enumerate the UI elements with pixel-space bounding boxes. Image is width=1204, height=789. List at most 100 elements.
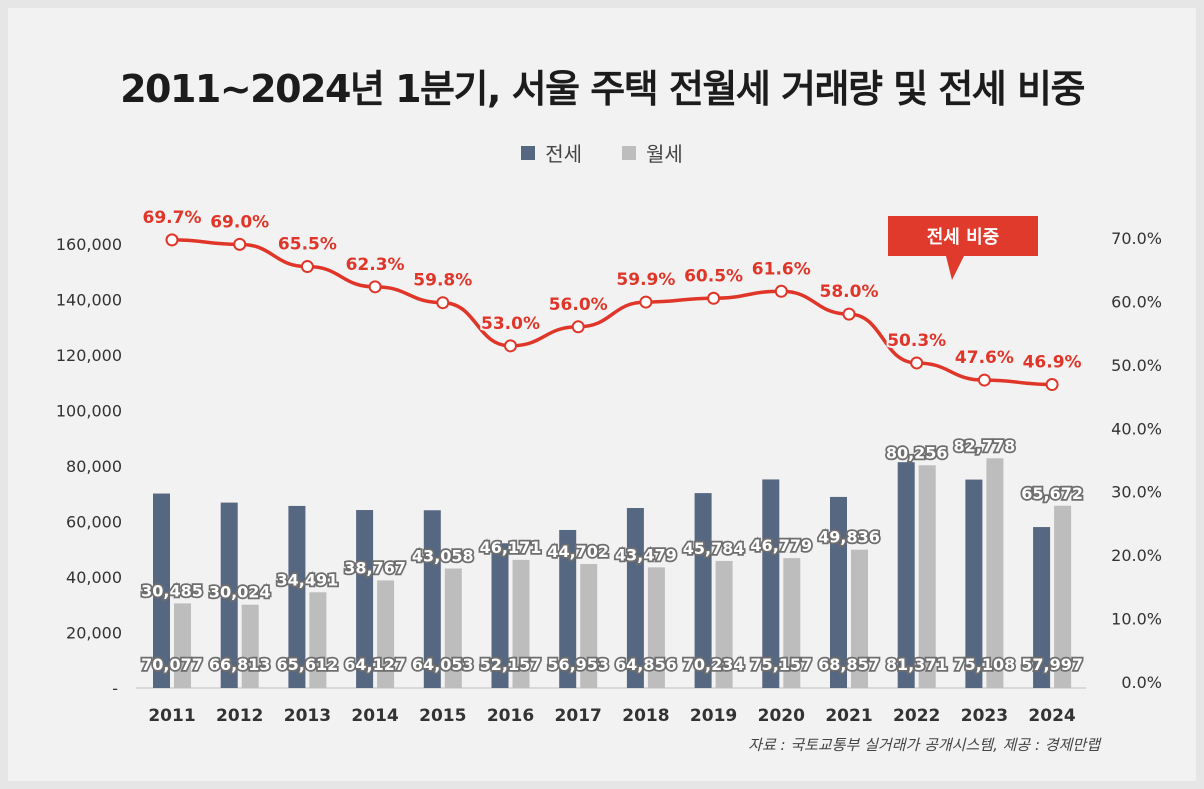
y-tick-label: 120,000 [56,346,122,365]
source-note: 자료 : 국토교통부 실거래가 공개시스템, 제공 : 경제만랩 [748,736,1100,754]
jeonse-value-label: 75,108 [954,655,1016,674]
wolse-value-label: 38,767 [344,558,406,577]
jeonse-value-label: 70,077 [141,655,203,674]
ratio-value-label: 59.9% [616,270,675,290]
x-tick-label: 2015 [419,706,466,726]
x-tick-label: 2014 [351,706,398,726]
x-tick-label: 2024 [1028,706,1075,726]
ratio-value-label: 50.3% [887,331,946,351]
ratio-point [707,291,721,305]
bar-jeonse [626,508,644,688]
bar-jeonse [153,493,170,688]
y2-tick-label: 50.0% [1111,356,1162,375]
y-tick-label: 160,000 [56,235,122,254]
wolse-value-label: 30,485 [141,581,203,600]
y-tick-label: 100,000 [56,402,122,421]
jeonse-value-label: 65,612 [277,655,339,674]
x-tick-label: 2023 [961,706,1008,726]
bar-jeonse [491,543,509,688]
x-tick-label: 2011 [148,706,195,726]
bar-wolse [580,563,598,688]
y-tick-label: 140,000 [56,291,122,310]
ratio-point [504,339,517,353]
ratio-point [1045,378,1059,392]
bar-wolse [783,558,801,688]
ratio-value-label: 69.0% [210,212,269,232]
wolse-value-label: 43,058 [412,547,474,566]
ratio-point [368,280,382,294]
ratio-point [774,284,788,298]
bar-jeonse [830,496,847,688]
bar-jeonse [762,479,780,688]
wolse-value-label: 49,836 [818,528,880,547]
wolse-value-label: 46,171 [480,538,542,557]
ratio-value-label: 47.6% [955,348,1014,368]
jeonse-value-label: 57,997 [1021,655,1083,674]
y-tick-label: 40,000 [66,568,122,587]
ratio-point [571,320,585,334]
bar-jeonse [965,479,983,688]
jeonse-value-label: 52,157 [480,655,542,674]
ratio-value-label: 60.5% [684,266,743,286]
ratio-value-label: 56.0% [549,295,608,315]
wolse-value-label: 46,779 [750,536,812,555]
bar-jeonse [220,502,238,688]
ratio-value-label: 58.0% [820,282,879,302]
bar-wolse [1054,505,1072,688]
bar-jeonse [356,510,374,688]
jeonse-value-label: 66,813 [209,655,271,674]
legend-label-jeonse: 전세 [545,142,582,166]
legend-swatch-wolse [622,145,636,160]
ratio-value-label: 53.0% [481,314,540,334]
jeonse-value-label: 56,953 [547,655,609,674]
bar-wolse [851,549,868,688]
x-tick-label: 2016 [487,706,534,726]
ratio-point [639,295,653,309]
bar-jeonse [559,529,577,688]
wolse-value-label: 44,702 [547,542,609,561]
jeonse-value-label: 81,371 [886,655,948,674]
jeonse-value-label: 68,857 [818,655,880,674]
bar-wolse [512,559,530,688]
y-tick-label: 60,000 [66,513,122,532]
y2-tick-label: 70.0% [1111,229,1162,248]
ratio-callout: 전세 비중 [888,216,1038,256]
jeonse-value-label: 64,053 [412,655,474,674]
ratio-point [165,233,179,247]
wolse-value-label: 82,778 [954,436,1016,455]
bar-jeonse [897,462,915,688]
x-tick-label: 2017 [555,706,602,726]
x-tick-label: 2019 [690,706,737,726]
y2-tick-label: 30.0% [1111,483,1162,502]
y2-tick-label: 20.0% [1111,546,1162,565]
jeonse-value-label: 64,856 [615,655,677,674]
x-tick-label: 2013 [284,706,331,726]
bar-wolse [444,568,462,688]
y2-tick-label: 0.0% [1121,673,1162,692]
ratio-point [233,237,247,251]
ratio-value-label: 69.7% [143,208,202,228]
bar-jeonse [1033,527,1051,688]
bar-wolse [647,567,665,688]
jeonse-value-label: 70,234 [683,655,745,674]
ratio-value-label: 65.5% [278,235,337,255]
chart-title: 2011~2024년 1분기, 서울 주택 전월세 거래량 및 전세 비중 [120,67,1085,111]
bar-wolse [309,592,327,688]
bar-wolse [174,603,191,688]
legend-item-wolse: 월세 [622,138,683,167]
x-tick-label: 2020 [758,706,805,726]
bar-wolse [918,465,936,688]
legend-label-wolse: 월세 [646,142,683,166]
bar-wolse [715,560,733,688]
ratio-point [910,356,924,370]
y2-tick-label: 60.0% [1111,292,1162,311]
y2-tick-label: 10.0% [1111,610,1162,629]
ratio-point [300,260,314,274]
wolse-value-label: 65,672 [1021,484,1083,503]
y2-tick-label: 40.0% [1111,419,1162,438]
x-tick-label: 2022 [893,706,940,726]
wolse-value-label: 30,024 [209,583,271,602]
ratio-value-label: 62.3% [346,255,405,275]
ratio-value-label: 61.6% [752,259,811,279]
wolse-value-label: 43,479 [615,545,677,564]
